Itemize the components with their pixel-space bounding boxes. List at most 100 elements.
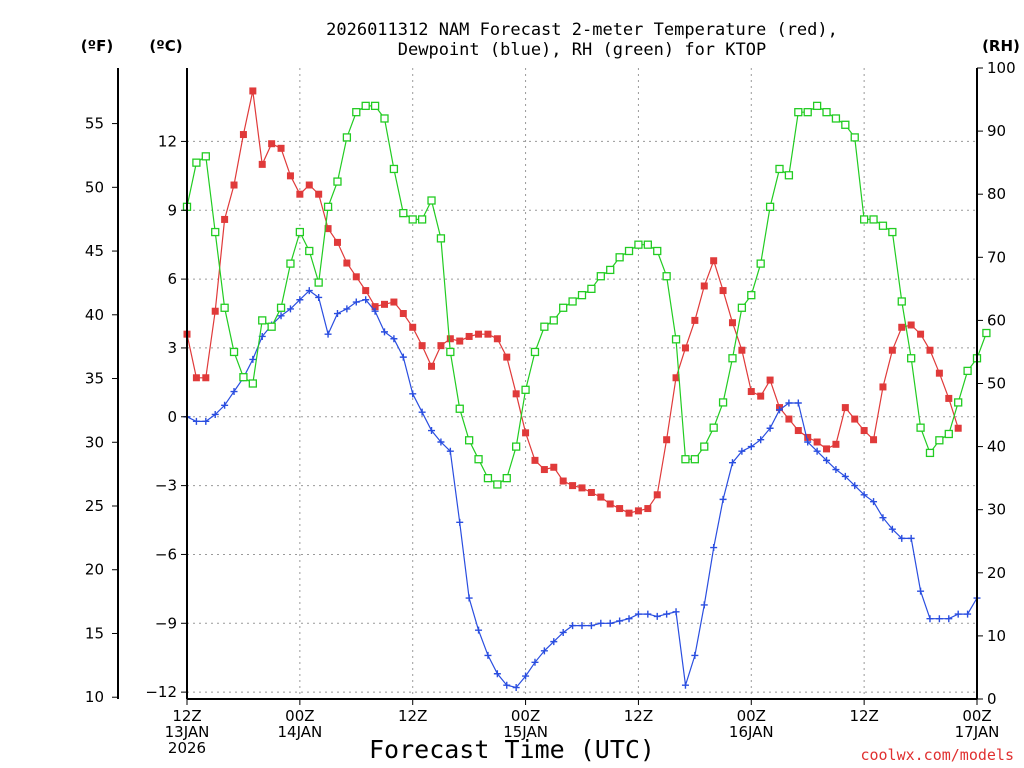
fahrenheit-tick-label: 25 [85, 497, 104, 515]
rh-point [493, 480, 502, 489]
dewpoint-point [663, 610, 671, 618]
time-tick-label: 12Z [398, 707, 427, 725]
rh-point [455, 404, 464, 413]
dewpoint-point [935, 615, 943, 623]
dewpoint-point [202, 417, 210, 425]
rh-point [812, 101, 822, 111]
dewpoint-point [888, 525, 896, 533]
temperature-point [907, 321, 915, 329]
rh-point [314, 278, 323, 287]
rh-point [417, 215, 427, 224]
temperature-point [634, 507, 642, 515]
rh-tick-label: 50 [987, 375, 1006, 393]
rh-point [286, 259, 295, 268]
temperature-point [719, 287, 727, 295]
temperature-point [870, 436, 878, 444]
rh-point [483, 473, 493, 483]
temperature-point [277, 144, 285, 152]
dewpoint-point [766, 424, 774, 432]
dewpoint-point [681, 681, 689, 689]
rh-point [888, 227, 897, 237]
rh-point [502, 473, 511, 483]
fahrenheit-tick-label: 10 [85, 688, 104, 706]
temperature-point [428, 362, 436, 370]
rh-point [446, 347, 455, 357]
celsius-tick-label: 0 [167, 408, 177, 426]
rh-point [803, 108, 812, 117]
chart-gridlines [187, 68, 977, 699]
rh-point [718, 398, 728, 407]
temperature-point [446, 335, 454, 343]
temperature-point [390, 298, 398, 306]
dewpoint-point [757, 436, 765, 444]
dewpoint-point [493, 670, 501, 678]
x-axis-title: Forecast Time (UTC) [369, 735, 655, 764]
time-tick-label: 15JAN [503, 723, 548, 741]
time-tick-label: 00Z [285, 707, 314, 725]
fahrenheit-tick-label: 15 [85, 624, 104, 642]
temperature-point [832, 440, 840, 448]
dewpoint-point [409, 390, 417, 398]
temperature-point [794, 427, 802, 435]
temperature-point [738, 346, 746, 354]
dewpoint-point [484, 651, 492, 659]
temperature-point [945, 394, 953, 402]
temperature-point [211, 307, 219, 315]
dewpoint-point [898, 534, 906, 542]
rh-point [756, 259, 765, 268]
rh-tick-label: 40 [987, 438, 1006, 456]
dewpoint-point [211, 410, 219, 418]
dewpoint-point [804, 438, 812, 446]
rh-point [794, 108, 803, 117]
dewpoint-point [653, 612, 661, 620]
dewpoint-point [907, 534, 915, 542]
dewpoint-point [399, 353, 407, 361]
rh-point [342, 133, 352, 142]
rh-tick-label: 70 [987, 248, 1006, 266]
temperature-point [268, 140, 276, 148]
fahrenheit-tick-label: 30 [85, 433, 104, 451]
temperature-point [804, 433, 812, 441]
time-tick-label: 2026 [168, 739, 206, 757]
temperature-point [926, 346, 934, 354]
credit-link[interactable]: coolwx.com/models [860, 746, 1014, 764]
dewpoint-point [794, 399, 802, 407]
temperature-point [503, 353, 511, 361]
rh-point [549, 316, 558, 325]
time-tick-label: 12Z [172, 707, 201, 725]
temperature-point [569, 482, 577, 490]
dewpoint-point [437, 438, 445, 446]
dewpoint-point [352, 298, 360, 306]
rh-tick-label: 0 [987, 690, 997, 708]
rh-tick-label: 80 [987, 185, 1006, 203]
rh-point [897, 297, 906, 306]
rh-point [474, 455, 483, 464]
dewpoint-point [446, 447, 454, 455]
dewpoint-point [522, 672, 530, 680]
dewpoint-point [644, 610, 652, 618]
temperature-point [851, 415, 859, 423]
temperature-point [606, 500, 614, 508]
rh-point [643, 240, 652, 249]
rh-point [427, 196, 436, 205]
rh-point [869, 215, 878, 224]
rh-point [954, 398, 963, 407]
fahrenheit-tick-label: 45 [85, 242, 104, 260]
dewpoint-point [428, 427, 436, 435]
rh-point [258, 316, 267, 325]
temperature-point [258, 160, 266, 168]
rh-point [700, 442, 709, 451]
dewpoint-point [512, 684, 520, 692]
dewpoint-point [286, 305, 294, 313]
rh-tick-label: 30 [987, 501, 1006, 519]
celsius-tick-label: 3 [167, 339, 177, 357]
time-tick-label: 16JAN [729, 723, 774, 741]
temperature-point [522, 429, 530, 437]
rh-tick-label: 20 [987, 564, 1006, 582]
rh-point [907, 354, 916, 363]
temperature-point [418, 342, 426, 350]
dewpoint-point [192, 417, 200, 425]
rh-point [521, 385, 530, 394]
rh-point [606, 265, 615, 275]
time-tick-label: 14JAN [277, 723, 322, 741]
